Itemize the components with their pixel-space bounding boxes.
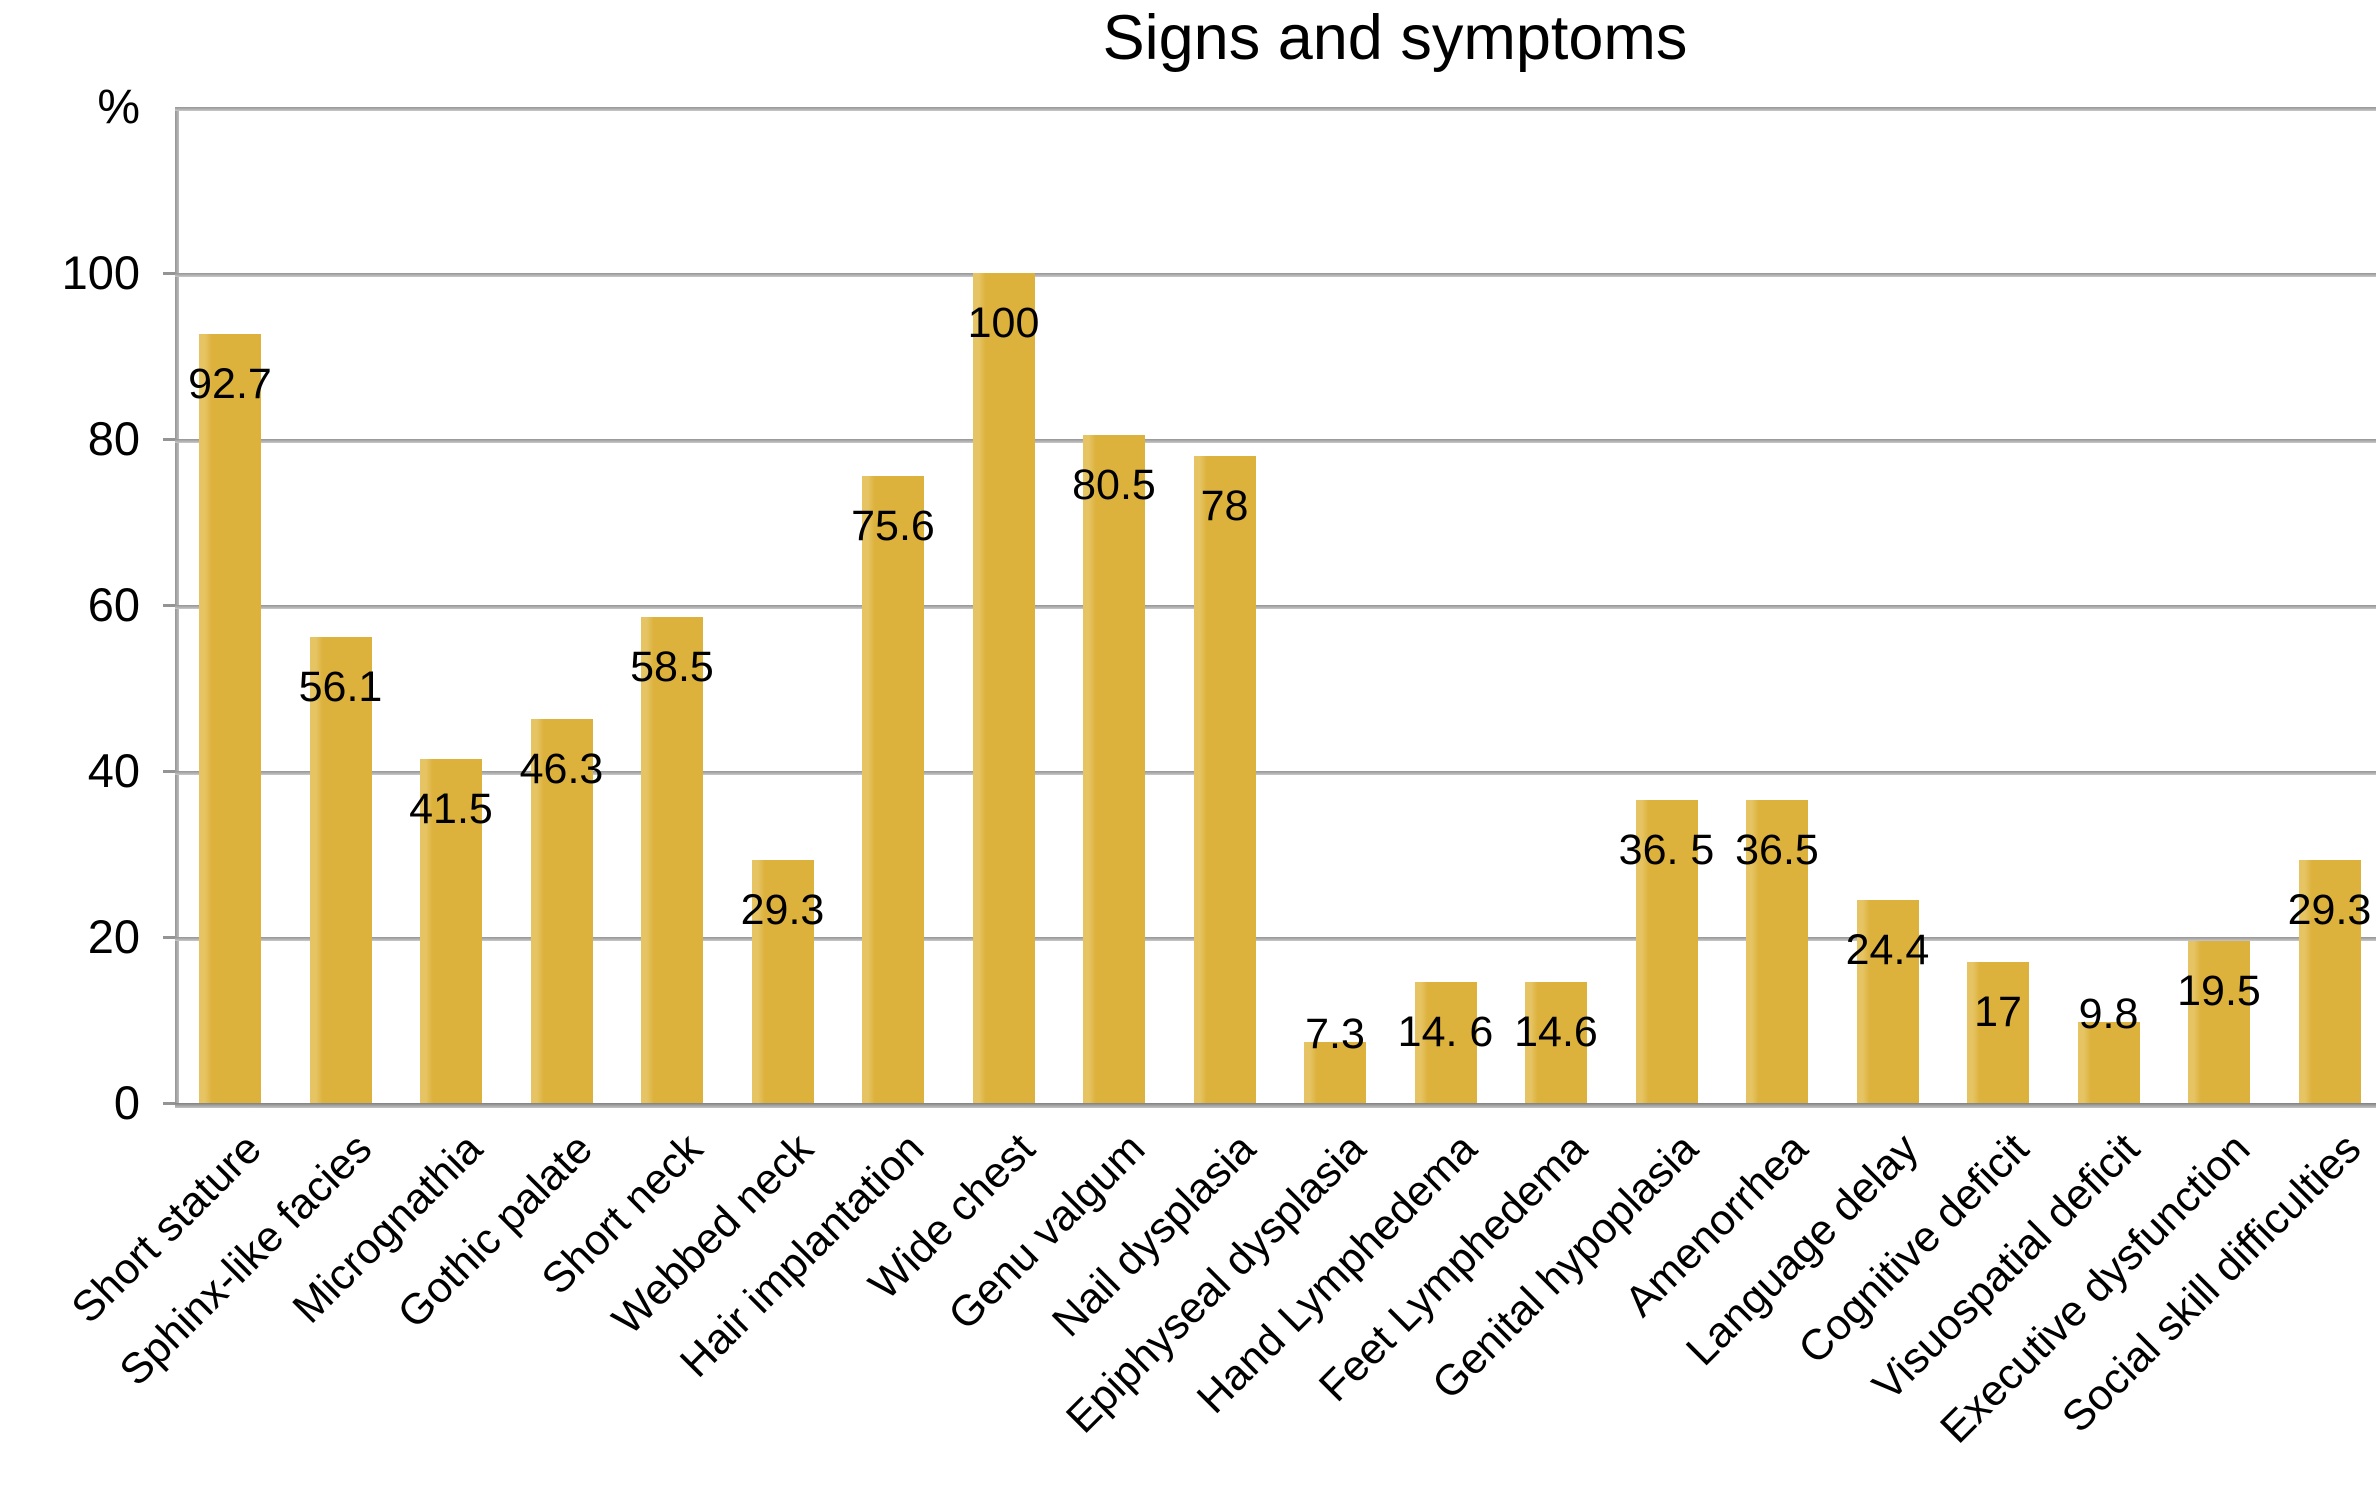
y-tick-label-40: 40 [87, 744, 140, 797]
y-tick-label-20: 20 [87, 910, 140, 963]
bar-value-label-16: 17 [1974, 987, 2022, 1036]
bar-value-label-0: 92.7 [188, 359, 272, 408]
gridline-80 [175, 439, 2376, 443]
bar-0 [199, 333, 261, 1103]
bar-11 [1414, 981, 1477, 1103]
bar-value-label-14: 36.5 [1735, 826, 1819, 875]
y-tick-0 [163, 1102, 175, 1105]
x-category-label-8: Genu valgum [939, 1124, 1155, 1340]
y-tick-80 [163, 438, 175, 441]
bar-value-label-19: 29.3 [2287, 885, 2372, 934]
y-tick-20 [163, 936, 175, 939]
bar-19 [2298, 859, 2361, 1103]
bar-17 [2077, 1021, 2140, 1103]
gridline-60 [175, 605, 2376, 609]
bar-value-label-12: 14.6 [1514, 1007, 1598, 1056]
bar-value-label-17: 9.8 [2078, 989, 2139, 1038]
bar-9 [1193, 455, 1256, 1103]
bar-value-label-2: 41.5 [409, 784, 493, 833]
bar-2 [420, 758, 482, 1103]
bar-18 [2188, 941, 2250, 1103]
bar-1 [309, 637, 372, 1103]
bar-4 [641, 617, 703, 1103]
y-axis-unit-label: % [97, 81, 140, 134]
bar-value-label-8: 80.5 [1072, 460, 1156, 509]
gridline-100 [175, 273, 2376, 277]
bar-value-label-4: 58.5 [630, 643, 714, 692]
chart-title: Signs and symptoms [1102, 3, 1688, 73]
bar-value-label-13: 36. 5 [1618, 826, 1715, 875]
y-tick-label-80: 80 [87, 412, 140, 465]
bar-value-label-6: 75.6 [851, 501, 935, 550]
bar-15 [1856, 900, 1919, 1103]
bar-value-label-15: 24.4 [1845, 926, 1930, 975]
gridline-40 [175, 771, 2376, 775]
bar-5 [751, 859, 814, 1103]
bar-value-label-1: 56.1 [298, 663, 383, 712]
bar-3 [530, 718, 593, 1103]
y-tick-label-100: 100 [61, 246, 140, 299]
y-tick-label-60: 60 [87, 578, 140, 631]
bar-value-label-18: 19.5 [2177, 967, 2261, 1016]
bar-value-label-5: 29.3 [740, 885, 825, 934]
y-tick-label-0: 0 [113, 1076, 140, 1129]
bar-6 [862, 475, 924, 1103]
bar-13 [1635, 800, 1698, 1103]
gridline-20 [175, 937, 2376, 941]
bar-12 [1525, 981, 1587, 1103]
bar-value-label-10: 7.3 [1305, 1010, 1365, 1059]
bar-10 [1304, 1042, 1366, 1103]
bar-value-label-3: 46.3 [519, 744, 604, 793]
bar-16 [1967, 961, 2029, 1103]
x-axis-line [175, 1103, 2376, 1108]
bar-value-label-7: 100 [967, 299, 1040, 347]
bar-7 [972, 273, 1035, 1103]
bar-value-label-11: 14. 6 [1397, 1007, 1494, 1056]
x-category-label-3: Gothic palate [388, 1124, 603, 1338]
bar-14 [1746, 800, 1808, 1103]
y-tick-40 [163, 770, 175, 773]
y-tick-60 [163, 604, 175, 607]
gridline-120 [175, 107, 2376, 111]
y-tick-100 [163, 272, 175, 275]
bar-value-label-9: 78 [1200, 481, 1249, 530]
bar-8 [1083, 434, 1145, 1103]
